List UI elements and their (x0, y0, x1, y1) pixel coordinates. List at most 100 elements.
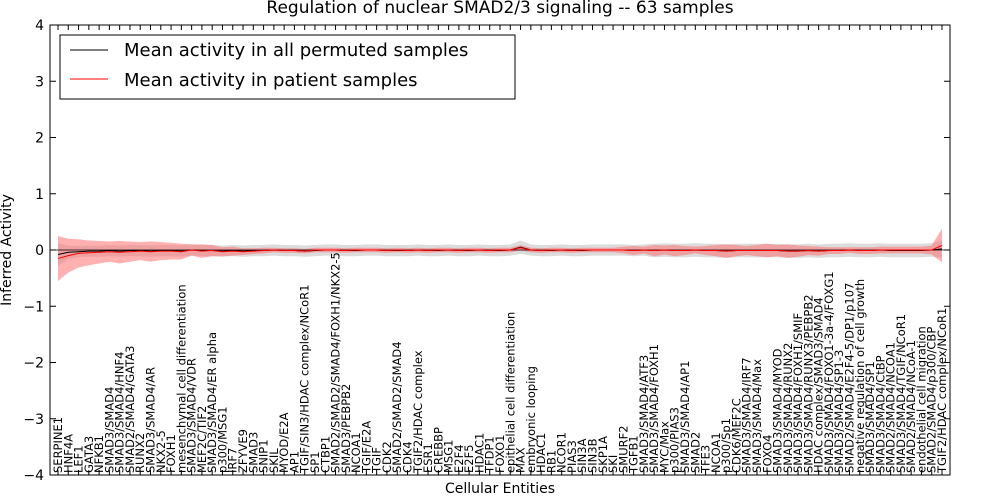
y-tick-label: 4 (35, 18, 44, 34)
x-tick-label: SKI (606, 455, 620, 473)
y-tick-label: −3 (23, 412, 44, 428)
y-tick-label: −2 (23, 356, 44, 372)
x-tick-label: SKP1A (596, 436, 610, 473)
legend: Mean activity in all permuted samples Me… (59, 34, 516, 100)
x-tick-label: SMAD3/SMAD4/MYOD (771, 348, 785, 473)
x-tick-label: MYOD/E2A (277, 412, 291, 473)
x-tick-label: RUNX2 (133, 433, 147, 473)
x-tick-label: SNIP1 (257, 439, 271, 473)
x-tick-label: SMAD3 (246, 432, 260, 473)
x-tick-label: SMAD2/SMAD4/NCOA1 (884, 342, 898, 473)
x-tick-label: SMAD2/SMAD2/SMAD4 (390, 341, 404, 473)
y-tick-label: −4 (23, 468, 44, 484)
x-tick-label: SMAD2/SMAD2/SMAD4/FOXH1/NKX2-5 (329, 252, 343, 473)
x-tick-label: NKX2-5 (154, 430, 168, 473)
x-tick-label: SMAD3/SMAD4/IRF7 (740, 357, 754, 473)
x-tick-label: negative regulation of cell growth (853, 279, 867, 473)
x-tick-label: CDK6/MEF2C (729, 398, 743, 473)
x-tick-label: TGIF (370, 447, 384, 474)
x-tick-label: SMAD3/SMAD4/CtBP (873, 355, 887, 473)
x-tick-label: NCOA1 (709, 432, 723, 473)
chart-title: Regulation of nuclear SMAD2/3 signaling … (266, 0, 733, 18)
x-tick-label: FOXO1 (493, 435, 507, 473)
x-tick-labels: SERPINE1HNF4ALEF1GATA3NFKB1SMAD3/SMAD4SM… (51, 25, 949, 475)
x-tick-label: SMAD2/SMAD4/E2F4-5/DP1/p107 (842, 283, 856, 473)
y-tick-label: 2 (35, 131, 44, 147)
legend-box (59, 34, 516, 100)
x-tick-label: HDAC1 (534, 433, 548, 473)
x-tick-label: ZFYVE9 (236, 429, 250, 473)
x-tick-label: E2F4 (452, 444, 466, 473)
x-tick-label: PIAS3 (565, 440, 579, 473)
x-tick-label: SMAD3/SMAD4/ATF3 (637, 355, 651, 473)
x-tick-label: SMAD3/SMAD4/FOXH1 (647, 344, 661, 473)
x-tick-label: endothelial cell migration (914, 326, 928, 473)
y-tick-labels: −4 −3 −2 −1 0 1 2 3 4 (23, 18, 950, 484)
x-tick-label: RB1 (544, 450, 558, 473)
x-tick-label: TGFB1 (627, 435, 641, 474)
x-tick-label: SMURF2 (616, 425, 630, 473)
x-tick-label: p300/MSG1 (215, 406, 229, 473)
x-tick-label: CDK4 (400, 441, 414, 473)
line-patient (57, 245, 943, 259)
x-tick-label: TGIF2/HDAC complex (411, 350, 425, 474)
legend-label-permuted: Mean activity in all permuted samples (124, 40, 468, 61)
x-tick-label: TFDP1 (483, 436, 497, 474)
x-tick-label: E2F5 (462, 444, 476, 473)
x-tick-label: ESR1 (421, 443, 435, 473)
x-tick-label: SMAD3/SMAD4/SP1 (863, 361, 877, 473)
x-axis-label: Cellular Entities (445, 481, 555, 497)
y-tick-label: 3 (35, 74, 44, 90)
x-tick-label: MEF2C/TIF2 (195, 406, 209, 473)
x-tick-label: SMAD3/SMAD4/AR (144, 367, 158, 473)
x-tick-label: CDK2 (380, 441, 394, 473)
y-tick-label: 0 (35, 243, 44, 259)
confidence-bands (58, 228, 942, 281)
x-tick-label: SP1 (308, 451, 322, 473)
x-tick-label: p300/Sp1 (719, 418, 733, 473)
x-tick-label: LEF1 (72, 445, 86, 473)
band-patient (58, 228, 942, 281)
x-tick-label: GATA3 (82, 436, 96, 473)
x-tick-label: SMAD3/SMAD4/RUNX3/PEBPB2 (801, 294, 815, 473)
x-tick-label: MYC/Max (657, 421, 671, 473)
x-tick-label: SMAD3/SMAD4/AP1 (678, 361, 692, 473)
x-tick-label: SKIL (267, 448, 281, 473)
x-tick-label: SMAD3/SMAD4/FOXH1/SMIF (791, 313, 805, 473)
y-axis-label: Inferred Activity (0, 194, 15, 306)
x-tick-label: SMAD2/SMAD4/p300/CBP (925, 327, 939, 473)
x-tick-label: SMAD3/SMAD4/ER alpha (205, 332, 219, 473)
x-tick-label: SIN3B (586, 438, 600, 473)
x-tick-label: FOXH1 (164, 434, 178, 473)
x-tick-label: AP1 (287, 451, 301, 473)
x-tick-label: SMAD2/SMAD4/NCoA-1 (904, 340, 918, 473)
x-tick-label: SMAD3/PEBPB2 (339, 384, 353, 473)
x-tick-label: SMAD3/SMAD4/RUNX2 (781, 343, 795, 473)
x-tick-label: SMAD3/SMAD4/TGIF/NCoR1 (894, 314, 908, 473)
x-tick-label: SMAD3/SMAD4/Max (750, 359, 764, 473)
plot-area: SERPINE1HNF4ALEF1GATA3NFKB1SMAD3/SMAD4SM… (23, 18, 951, 484)
x-tick-label: embryonic looping (524, 366, 538, 473)
x-tick-label: NCOR1 (555, 432, 569, 473)
x-tick-label: NCOA1 (349, 432, 363, 473)
x-tick-label: p300/PIAS3 (668, 407, 682, 473)
legend-label-patient: Mean activity in patient samples (124, 70, 418, 91)
x-tick-label: TFE3 (699, 445, 713, 474)
x-tick-label: SMAD2 (688, 432, 702, 473)
x-tick-label: HNF4A (61, 434, 75, 473)
x-tick-label: TGIF/E2A (359, 421, 373, 474)
x-tick-label: SMAD3/SMAD4/VDR (185, 358, 199, 473)
x-tick-label: IRF7 (226, 448, 240, 473)
x-tick-label: TGIF2/HDAC complex/NCoR1 (935, 308, 949, 474)
x-tick-label: TGIF/SIN3/HDAC complex/NCoR1 (298, 284, 312, 474)
axes-frame (49, 24, 951, 476)
x-tick-label: HDAC1 (472, 433, 486, 473)
x-tick-label: SMAD2/SMAD4/GATA3 (123, 346, 137, 473)
x-tick-label: SMAD3/SMAD4/FOXO1-3a-4/FOXG1 (822, 271, 836, 473)
x-tick-label: epithelial cell differentiation (503, 312, 517, 473)
x-tick-label: mesenchymal cell differentiation (174, 284, 188, 473)
y-tick-label: −1 (23, 299, 44, 315)
y-tick-label: 1 (35, 187, 44, 203)
x-tick-label: CREBBP (431, 427, 445, 473)
